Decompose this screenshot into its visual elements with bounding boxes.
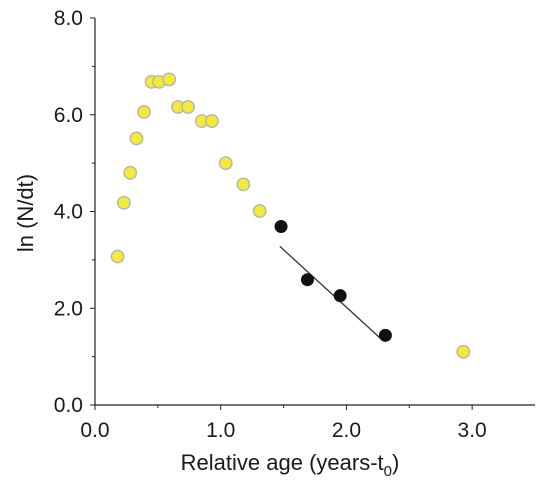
y-tick-label: 6.0 — [54, 104, 83, 127]
y-tick-label: 8.0 — [54, 7, 83, 30]
black-data-point — [333, 289, 347, 303]
y-tick-label: 2.0 — [54, 297, 83, 320]
x-axis-title-main: Relative age (years-t — [181, 450, 384, 475]
data-points — [110, 72, 471, 359]
yellow-data-point — [236, 177, 251, 192]
x-tick-label: 0.0 — [80, 419, 109, 442]
x-axis-title: Relative age (years-t0) — [181, 450, 400, 480]
y-tick-label: 4.0 — [54, 201, 83, 224]
yellow-data-point — [205, 114, 219, 128]
black-data-point — [378, 328, 392, 342]
yellow-data-point — [117, 195, 131, 210]
y-axis-title: ln (N/dt) — [13, 174, 38, 252]
yellow-data-point — [162, 72, 177, 87]
yellow-data-point — [218, 156, 233, 171]
x-tick-label: 3.0 — [458, 419, 487, 442]
yellow-data-point — [181, 100, 195, 114]
yellow-data-point — [137, 104, 151, 119]
x-axis-title-subscript: 0 — [384, 463, 392, 480]
yellow-data-point — [123, 165, 138, 180]
yellow-data-point — [110, 249, 125, 264]
x-axis-title-close: ) — [392, 450, 399, 475]
tick-marks — [90, 17, 473, 410]
black-data-point — [300, 273, 314, 287]
yellow-data-point — [456, 344, 471, 359]
y-tick-label: 0.0 — [54, 394, 83, 417]
x-tick-label: 1.0 — [206, 419, 235, 442]
fit-line-group — [279, 245, 381, 339]
black-data-point — [274, 219, 288, 233]
fit-line — [279, 245, 381, 339]
yellow-data-point — [129, 131, 144, 146]
x-tick-labels: 0.0 1.0 2.0 3.0 — [80, 419, 486, 442]
x-tick-label: 2.0 — [332, 419, 361, 442]
y-tick-labels: 0.0 2.0 4.0 6.0 8.0 — [54, 7, 83, 417]
yellow-data-point — [252, 204, 267, 218]
